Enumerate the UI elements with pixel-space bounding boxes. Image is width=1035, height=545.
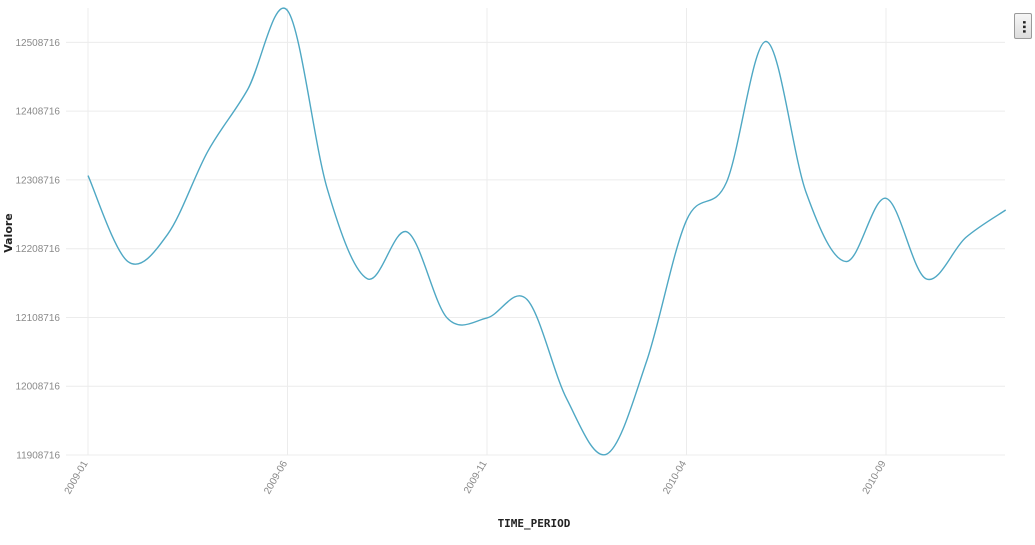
chart-menu-button[interactable]: ⋯: [1014, 13, 1032, 39]
series-line: [87, 7, 1007, 456]
y-axis-ticks: 11908716 12008716 12108716 12208716 12308716…: [16, 38, 61, 462]
x-tick-label: 2009-11: [462, 459, 490, 496]
x-tick-label: 2009-01: [63, 459, 91, 497]
more-vertical-icon: ⋯: [1015, 20, 1032, 32]
x-tick-label: 2009-06: [262, 459, 290, 497]
series-lines: [87, 7, 1007, 456]
x-axis-title: TIME_PERIOD: [498, 517, 571, 530]
x-axis-ticks: 2009-01 2009-06 2009-11 2010-04 2010-09: [63, 459, 889, 497]
y-tick-label: 12008716: [16, 382, 61, 393]
x-tick-label: 2010-09: [861, 459, 889, 497]
y-tick-label: 11908716: [16, 451, 60, 462]
y-tick-label: 12408716: [16, 107, 61, 118]
y-tick-label: 12308716: [16, 175, 61, 186]
y-tick-label: 12508716: [16, 38, 61, 49]
x-tick-label: 2010-04: [661, 459, 689, 497]
y-tick-label: 12208716: [16, 244, 61, 255]
y-tick-label: 12108716: [16, 313, 61, 324]
gridlines: [66, 8, 1005, 456]
y-axis-title: Valore: [2, 213, 15, 253]
